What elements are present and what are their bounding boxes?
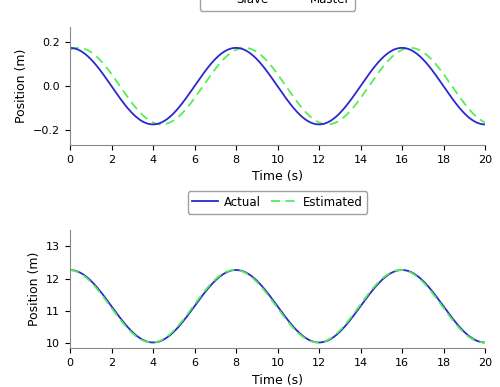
- Actual: [470, 336, 476, 341]
- Estimated: [258, 284, 264, 289]
- Slave: [482, 120, 488, 125]
- Estimated: [67, 268, 73, 272]
- Estimated: [470, 337, 476, 342]
- Slave: [470, 111, 476, 116]
- Estimated: [394, 268, 400, 273]
- Actual: [88, 279, 94, 283]
- Estimated: [470, 337, 476, 342]
- Estimated: [398, 268, 404, 272]
- Master: [269, 75, 275, 80]
- Line: Master: Master: [70, 48, 485, 124]
- Master: [482, 122, 488, 127]
- Master: [258, 61, 264, 66]
- Slave: [470, 111, 476, 116]
- Estimated: [482, 340, 488, 345]
- X-axis label: Time (s): Time (s): [252, 170, 303, 183]
- X-axis label: Time (s): Time (s): [252, 373, 303, 387]
- Line: Actual: Actual: [70, 270, 485, 342]
- Y-axis label: Position (m): Position (m): [28, 252, 40, 327]
- Actual: [269, 296, 275, 301]
- Slave: [258, 53, 264, 57]
- Estimated: [88, 280, 94, 285]
- Master: [470, 118, 476, 123]
- Slave: [88, 50, 94, 55]
- Slave: [408, 46, 414, 50]
- Slave: [324, 122, 330, 127]
- Actual: [394, 269, 400, 273]
- Slave: [67, 48, 73, 52]
- Slave: [394, 50, 400, 55]
- Estimated: [269, 298, 275, 303]
- Master: [67, 46, 73, 50]
- Actual: [470, 336, 476, 341]
- Actual: [67, 268, 73, 272]
- Legend: Slave, Master: Slave, Master: [200, 0, 355, 10]
- Legend: Actual, Estimated: Actual, Estimated: [188, 191, 368, 214]
- Actual: [482, 340, 488, 345]
- Slave: [269, 64, 275, 69]
- Y-axis label: Position (m): Position (m): [14, 49, 28, 123]
- Line: Estimated: Estimated: [70, 270, 485, 342]
- Master: [88, 57, 94, 62]
- Master: [394, 46, 400, 51]
- Master: [470, 118, 476, 123]
- Actual: [258, 283, 264, 287]
- Line: Slave: Slave: [70, 48, 485, 124]
- Estimated: [314, 340, 320, 345]
